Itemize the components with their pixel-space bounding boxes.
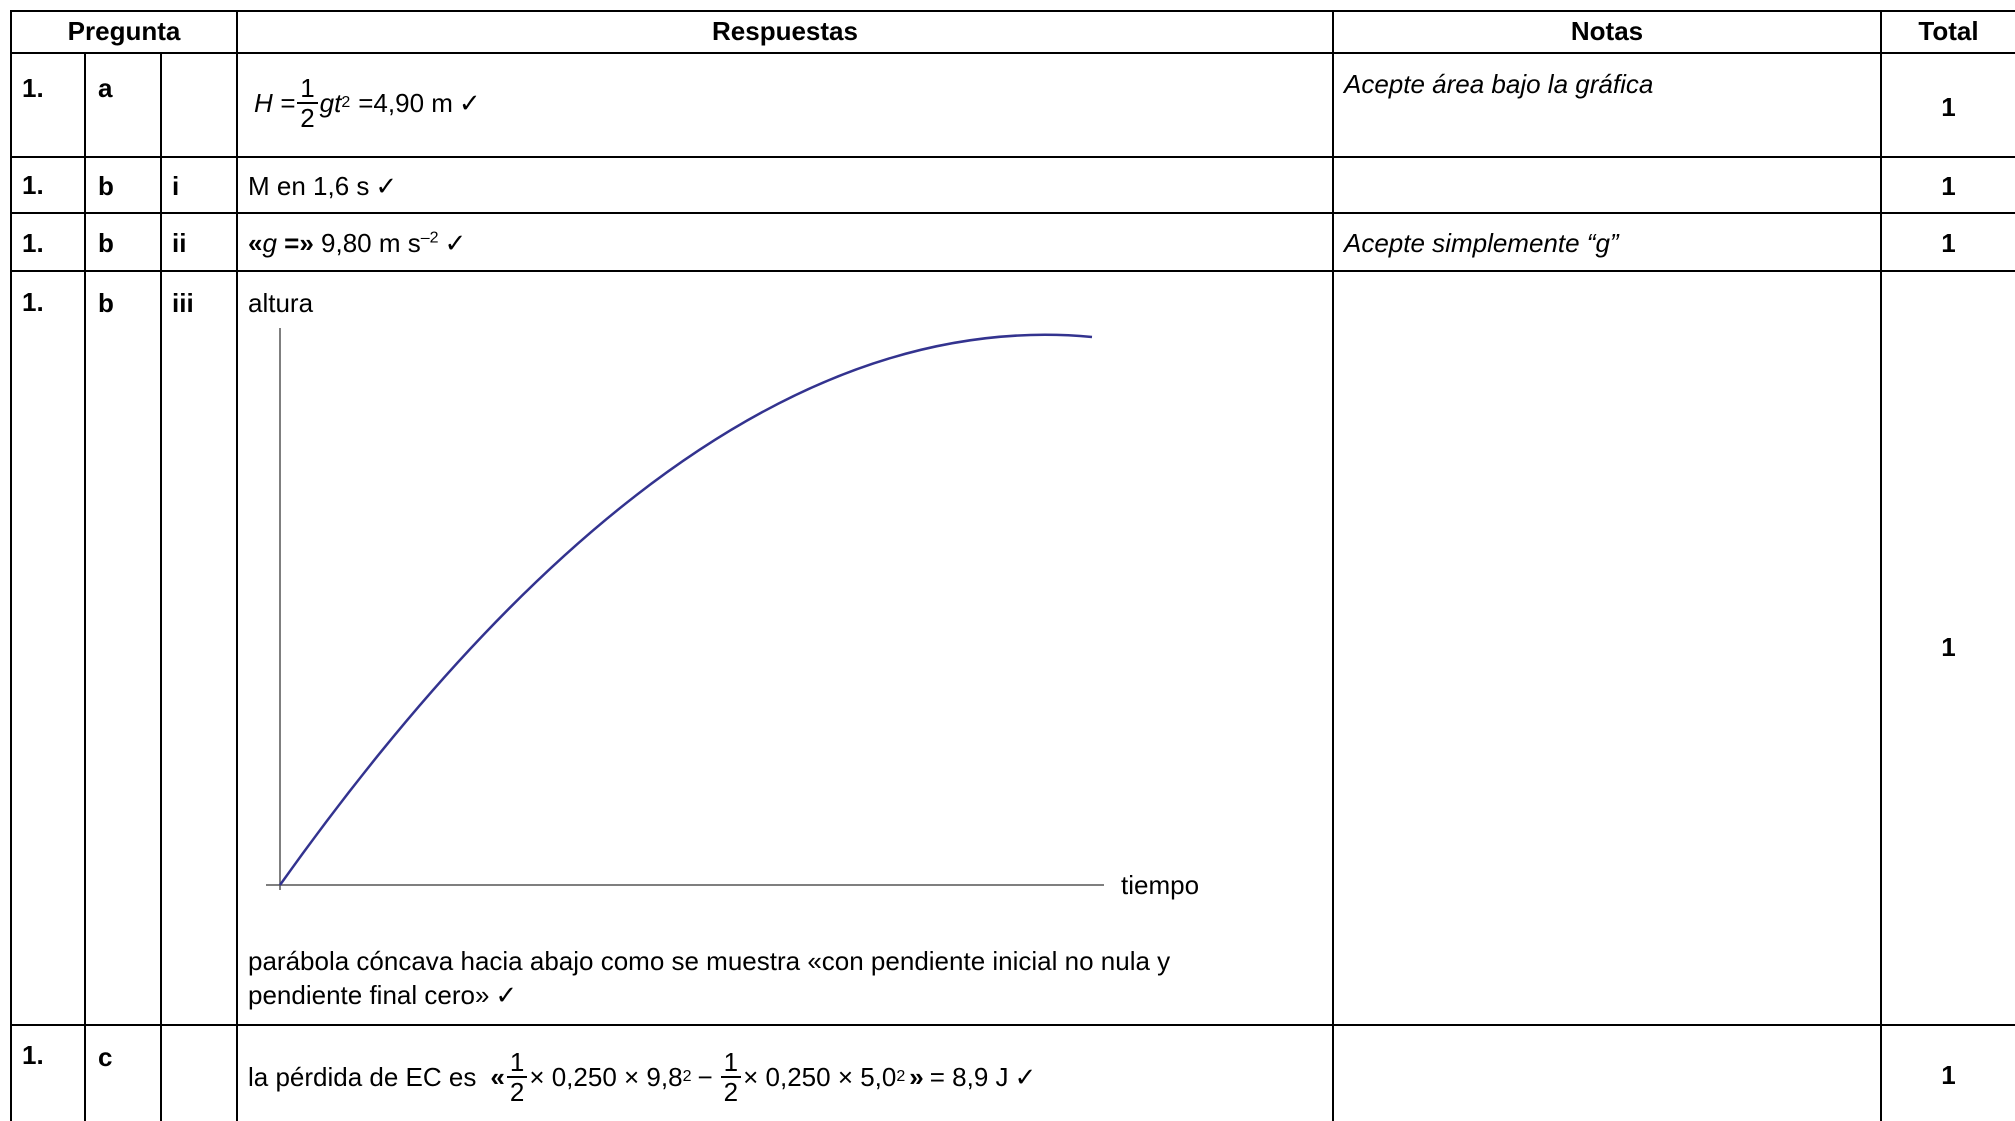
row-biii-num: 1.: [22, 287, 44, 317]
row-a-rhs: =4,90 m: [358, 87, 453, 118]
col-left-border: [10, 10, 12, 1121]
row-bi-answer: M en 1,6 s ✓: [248, 171, 398, 201]
graph-x-label: tiempo: [1121, 870, 1200, 900]
header-pregunta: Pregunta: [67, 16, 181, 46]
table-top-border: [10, 10, 2015, 12]
row-biii-total: 1: [1941, 632, 1956, 662]
row-bi-num: 1.: [22, 170, 44, 200]
graph-curve: [278, 333, 1093, 886]
row-a-total: 1: [1941, 92, 1956, 122]
row-bii-sub: ii: [172, 228, 187, 258]
row-bi-total: 1: [1941, 171, 1956, 201]
header-total: Total: [1918, 16, 1979, 46]
row-bii-note: Acepte simplemente “g”: [1344, 228, 1619, 258]
col-notas-border: [1880, 10, 1882, 1121]
row-bi-bottom-border: [10, 212, 2015, 214]
height-time-graph: [266, 328, 1104, 890]
row-a-lhs: H =: [254, 87, 296, 118]
row-a-check-icon: ✓: [458, 87, 481, 118]
row-biii-check-icon: ✓: [495, 980, 518, 1010]
row-a-note: Acepte área bajo la gráfica: [1344, 69, 1654, 99]
header-respuestas: Respuestas: [712, 16, 858, 46]
row-biii-part: b: [98, 288, 114, 318]
row-bii-total: 1: [1941, 228, 1956, 258]
graph-y-label: altura: [248, 288, 314, 318]
col-part-border: [160, 52, 162, 1121]
row-c-check-icon: ✓: [1014, 1061, 1037, 1092]
row-bi-sub: i: [172, 171, 180, 201]
row-a-expr: gt: [319, 87, 342, 118]
row-c-prefix: la pérdida de EC es: [248, 1061, 477, 1092]
row-bi-part: b: [98, 171, 114, 201]
row-biii-text-line1: parábola cóncava hacia abajo como se mue…: [248, 946, 1171, 976]
col-num-border: [84, 52, 86, 1121]
row-bii-part: b: [98, 228, 114, 258]
row-biii-text-line2: pendiente final cero» ✓: [248, 980, 518, 1010]
row-c-total: 1: [1941, 1060, 1956, 1090]
row-bii-num: 1.: [22, 228, 44, 258]
row-c-num: 1.: [22, 1040, 44, 1070]
row-bii-answer: «g =» 9,80 m s–2 ✓: [248, 228, 467, 258]
row-bii-bottom-border: [10, 270, 2015, 272]
row-a-bottom-border: [10, 156, 2015, 158]
row-c-part: c: [98, 1042, 113, 1072]
col-respuestas-border: [1332, 10, 1334, 1121]
row-a-num: 1.: [22, 73, 44, 103]
col-pregunta-border: [236, 10, 238, 1121]
header-bottom-border: [10, 52, 2015, 54]
row-bi-check-icon: ✓: [375, 171, 398, 201]
row-bii-check-icon: ✓: [444, 228, 467, 258]
row-a-part: a: [98, 73, 113, 103]
header-notas: Notas: [1570, 16, 1644, 46]
row-biii-bottom-border: [10, 1024, 2015, 1026]
row-biii-sub: iii: [172, 288, 194, 318]
